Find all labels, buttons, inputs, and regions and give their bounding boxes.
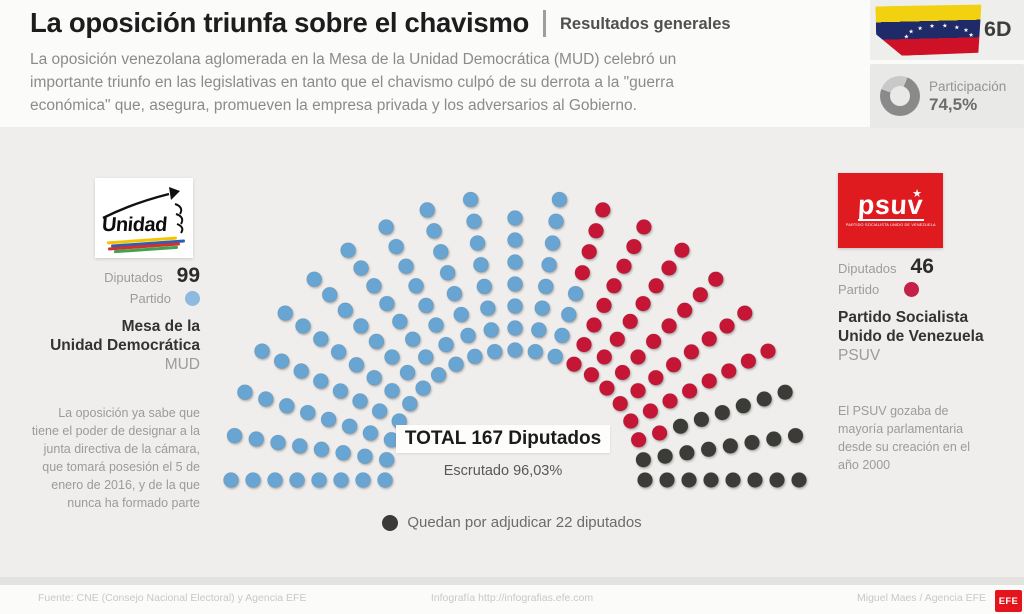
efe-logo: EFE	[995, 590, 1022, 612]
psuv-logo-star-icon: ★	[912, 188, 922, 200]
subtitle-line: económica" que, asegura, promueven la em…	[30, 97, 637, 114]
flag-star-icon: ★	[908, 29, 915, 36]
flag-star-icon: ★	[942, 23, 948, 30]
flag-star-icon: ★	[968, 32, 974, 39]
participation-donut-icon	[880, 76, 920, 116]
psuv-party-row: Partido	[838, 282, 1008, 297]
mud-party-row: Partido	[20, 291, 200, 306]
psuv-logo-subtext: PARTIDO SOCIALISTA UNIDO DE VENEZUELA	[845, 222, 936, 227]
deputies-label: Diputados	[838, 261, 897, 276]
date-badge: 6D	[984, 17, 1012, 41]
mud-panel: Unidad Diputados 99 Partido Mesa de la U…	[20, 178, 200, 512]
subtitle-line: importante triunfo en las legislativas e…	[30, 74, 674, 91]
header-subtitle: La oposición venezolana aglomerada en la…	[30, 48, 676, 117]
footer-divider	[0, 577, 1024, 585]
mud-abbr: MUD	[164, 356, 200, 373]
mud-name-line: Unidad Democrática	[50, 337, 200, 354]
psuv-party-dot	[904, 282, 919, 297]
participation-value: 74,5%	[929, 94, 978, 114]
title-divider	[543, 9, 546, 37]
flag-star-icon: ★	[929, 24, 935, 31]
pending-legend: Quedan por adjudicar 22 diputados	[0, 514, 1024, 531]
total-label: TOTAL 167 Diputados	[404, 428, 602, 449]
party-label: Partido	[838, 282, 880, 297]
participation-text: Participación 74,5%	[929, 79, 1006, 114]
scrutinized-label: Escrutado 96,03%	[443, 463, 563, 479]
psuv-deputies-value: 46	[910, 255, 934, 278]
psuv-name-line: Unido de Venezuela	[838, 328, 984, 345]
mud-name-line: Mesa de la	[121, 318, 200, 335]
mud-note: La oposición ya sabe que tiene el poder …	[31, 406, 200, 510]
mud-party-dot	[185, 291, 200, 306]
deputies-label: Diputados	[104, 270, 163, 285]
psuv-logo: PSUV ★ PARTIDO SOCIALISTA UNIDO DE VENEZ…	[838, 173, 943, 248]
footer-source: Fuente: CNE (Consejo Nacional Electoral)…	[38, 592, 307, 604]
psuv-name-line: Partido Socialista	[838, 309, 969, 326]
mud-deputies-value: 99	[176, 264, 200, 287]
party-label: Partido	[129, 291, 171, 306]
psuv-note: El PSUV gozaba de mayoría parlamentaria …	[838, 404, 971, 472]
psuv-name: Partido Socialista Unido de Venezuela	[838, 308, 1008, 346]
page-title: La oposición triunfa sobre el chavismo	[30, 7, 529, 38]
unidad-swoosh-icon	[102, 187, 184, 234]
unidad-logo-stripes	[105, 236, 186, 254]
psuv-abbr: PSUV	[838, 347, 881, 364]
mud-deputies-row: Diputados 99	[20, 264, 200, 288]
pending-label: Quedan por adjudicar 22 diputados	[407, 514, 642, 531]
header-kicker: Resultados generales	[560, 14, 731, 33]
mud-name: Mesa de la Unidad Democrática	[20, 317, 200, 355]
subtitle-line: La oposición venezolana aglomerada en la…	[30, 51, 677, 68]
participation-panel: Participación 74,5%	[870, 64, 1024, 128]
psuv-deputies-row: Diputados 46	[838, 255, 1008, 279]
unidad-logo-text: Unidad	[101, 214, 168, 236]
footer-credit: Miguel Maes / Agencia EFE	[857, 592, 986, 604]
total-box: TOTAL 167 Diputados	[396, 425, 610, 453]
participation-label: Participación	[929, 78, 1007, 94]
flag-star-icon: ★	[954, 25, 960, 32]
flag-star-icon: ★	[917, 26, 923, 33]
psuv-panel: PSUV ★ PARTIDO SOCIALISTA UNIDO DE VENEZ…	[838, 173, 1008, 474]
footer-infographics: Infografía http://infografias.efe.com	[430, 592, 594, 604]
psuv-logo-rule	[857, 218, 924, 221]
header: La oposición triunfa sobre el chavismo R…	[30, 7, 731, 39]
pending-dot	[382, 514, 399, 531]
unidad-logo: Unidad	[95, 178, 193, 258]
